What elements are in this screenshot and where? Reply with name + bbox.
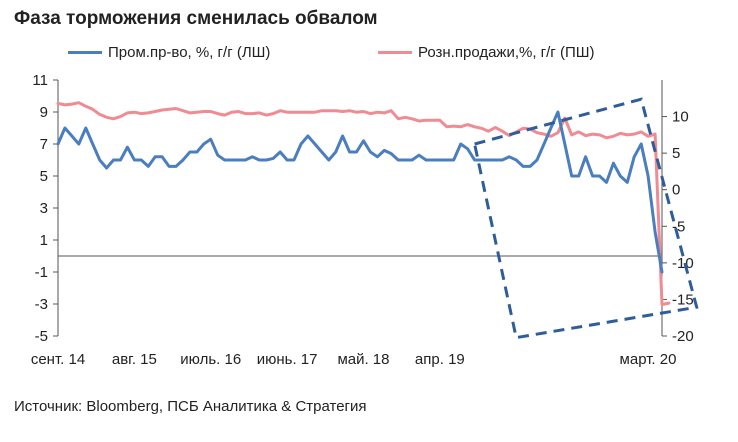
chart-legend: Пром.пр-во, %, г/г (ЛШ) Розн.продажи,%, … <box>0 44 738 66</box>
chart-title: Фаза торможения сменилась обвалом <box>14 8 378 29</box>
x-axis-tick-label: сент. 14 <box>31 351 85 368</box>
left-axis-tick-label: 5 <box>40 168 48 185</box>
legend-item-industrial: Пром.пр-во, %, г/г (ЛШ) <box>68 44 270 61</box>
legend-label-retail: Розн.продажи,%, г/г (ПШ) <box>418 44 595 61</box>
right-axis-tick-label: 10 <box>672 109 689 126</box>
x-axis-tick-label: май. 18 <box>337 351 389 368</box>
series-line-retail <box>56 101 671 306</box>
x-axis-tick-label: март. 20 <box>620 351 677 368</box>
series-line-industrial <box>56 110 664 274</box>
left-axis-tick-label: -5 <box>35 328 48 345</box>
left-axis-tick-label: 3 <box>40 200 48 217</box>
right-axis-tick-label: -10 <box>672 255 694 272</box>
legend-item-retail: Розн.продажи,%, г/г (ПШ) <box>378 44 594 61</box>
left-axis-tick-label: -1 <box>35 264 48 281</box>
left-axis-tick-label: -3 <box>35 296 48 313</box>
left-axis-tick-label: 11 <box>32 72 48 89</box>
x-axis-tick-label: авг. 15 <box>112 351 157 368</box>
legend-swatch-retail <box>378 51 412 54</box>
right-axis-tick-label: -15 <box>672 291 694 308</box>
left-axis-tick-label: 9 <box>40 104 48 121</box>
left-axis-tick-label: 1 <box>40 232 48 249</box>
annotation-dashed-box <box>472 97 699 340</box>
x-axis-tick-label: апр. 19 <box>415 351 465 368</box>
legend-swatch-industrial <box>68 51 102 54</box>
source-note: Источник: Bloomberg, ПСБ Аналитика & Стр… <box>14 398 367 415</box>
legend-label-industrial: Пром.пр-во, %, г/г (ЛШ) <box>108 44 271 61</box>
right-axis-tick-label: -20 <box>672 328 694 345</box>
x-axis-tick-label: июнь. 17 <box>257 351 318 368</box>
right-axis-tick-label: 0 <box>672 182 680 199</box>
right-axis-tick-label: 5 <box>672 145 680 162</box>
left-axis-tick-label: 7 <box>40 136 48 153</box>
x-axis-tick-label: июль. 16 <box>180 351 241 368</box>
